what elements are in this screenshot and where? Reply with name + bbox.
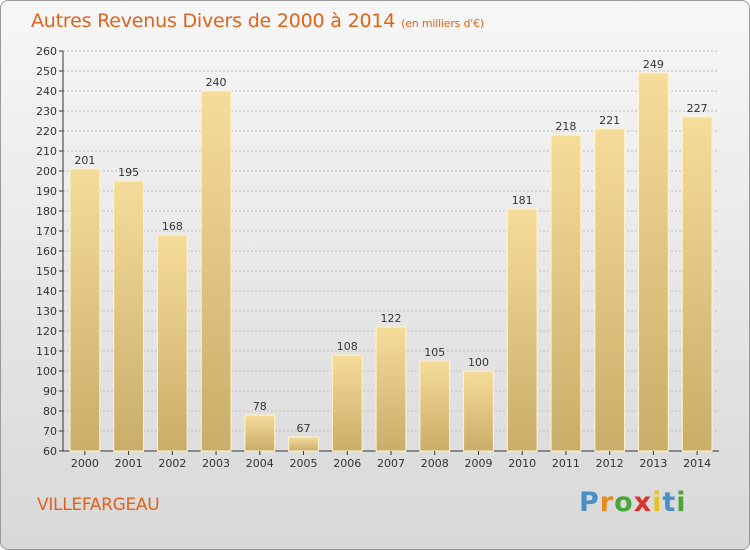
value-label-2007: 122	[381, 312, 402, 325]
y-tick-label: 130	[36, 305, 57, 318]
x-tick-label-2008: 2008	[421, 457, 449, 470]
logo-letter: i	[676, 487, 687, 518]
value-label-2005: 67	[297, 422, 311, 435]
y-tick-label: 220	[36, 125, 57, 138]
bar-2005	[288, 436, 319, 452]
x-tick-label-2003: 2003	[202, 457, 230, 470]
y-tick-label: 140	[36, 285, 57, 298]
x-tick-label-2009: 2009	[464, 457, 492, 470]
value-label-2004: 78	[253, 400, 267, 413]
y-tick-label: 60	[43, 445, 57, 458]
value-label-2014: 227	[687, 102, 708, 115]
y-tick-label: 100	[36, 365, 57, 378]
x-tick-label-2013: 2013	[639, 457, 667, 470]
logo-letter: t	[662, 487, 677, 518]
x-tick-label-2001: 2001	[115, 457, 143, 470]
y-tick-label: 160	[36, 245, 57, 258]
y-tick-label: 180	[36, 205, 57, 218]
bar-2008	[419, 360, 451, 452]
logo-letter: x	[633, 487, 653, 518]
bar-2012	[594, 128, 626, 452]
x-tick-label-2005: 2005	[290, 457, 318, 470]
x-tick-label-2014: 2014	[683, 457, 711, 470]
logo-letter: P	[579, 487, 600, 518]
value-label-2012: 221	[599, 114, 620, 127]
x-tick-label-2011: 2011	[552, 457, 580, 470]
commune-name: VILLEFARGEAU	[37, 495, 160, 515]
bar-2007	[375, 326, 407, 452]
bar-2013	[638, 72, 669, 452]
y-tick-label: 90	[43, 385, 57, 398]
value-label-2008: 105	[424, 346, 445, 359]
bar-2010	[506, 208, 538, 452]
value-label-2001: 195	[118, 166, 139, 179]
bar-2009	[463, 370, 494, 452]
value-label-2003: 240	[206, 76, 227, 89]
y-tick-label: 240	[36, 85, 57, 98]
value-label-2000: 201	[74, 154, 95, 167]
value-label-2013: 249	[643, 58, 664, 71]
bar-2006	[331, 354, 363, 452]
x-tick-label-2007: 2007	[377, 457, 405, 470]
y-tick-label: 80	[43, 405, 57, 418]
bar-2000	[69, 168, 101, 452]
y-tick-label: 120	[36, 325, 57, 338]
bar-2001	[113, 180, 144, 452]
y-tick-label: 190	[36, 185, 57, 198]
logo-letter: o	[614, 487, 634, 518]
proxiti-logo: Proxiti	[579, 487, 687, 518]
y-tick-label: 110	[36, 345, 57, 358]
bar-2004	[244, 414, 276, 452]
value-label-2002: 168	[162, 220, 183, 233]
bar-2002	[156, 234, 188, 452]
value-label-2009: 100	[468, 356, 489, 369]
x-tick-label-2000: 2000	[71, 457, 99, 470]
bar-2011	[550, 134, 582, 452]
value-label-2006: 108	[337, 340, 358, 353]
y-tick-label: 250	[36, 65, 57, 78]
bar-2014	[681, 116, 713, 452]
x-tick-label-2006: 2006	[333, 457, 361, 470]
y-tick-label: 260	[36, 45, 57, 58]
chart-subtitle: (en milliers d'€)	[401, 17, 485, 30]
logo-letter: i	[652, 487, 663, 518]
y-tick-label: 170	[36, 225, 57, 238]
y-tick-label: 150	[36, 265, 57, 278]
y-tick-label: 70	[43, 425, 57, 438]
y-tick-label: 210	[36, 145, 57, 158]
y-tick-label: 230	[36, 105, 57, 118]
bar-2003	[200, 90, 232, 452]
logo-letter: r	[599, 487, 615, 518]
chart-title: Autres Revenus Divers de 2000 à 2014 (en …	[31, 10, 484, 32]
x-tick-label-2012: 2012	[596, 457, 624, 470]
value-label-2011: 218	[555, 120, 576, 133]
x-tick-label-2010: 2010	[508, 457, 536, 470]
chart-title-text: Autres Revenus Divers de 2000 à 2014	[31, 10, 396, 32]
value-label-2010: 181	[512, 194, 533, 207]
y-tick-label: 200	[36, 165, 57, 178]
x-tick-label-2004: 2004	[246, 457, 274, 470]
x-tick-label-2002: 2002	[158, 457, 186, 470]
